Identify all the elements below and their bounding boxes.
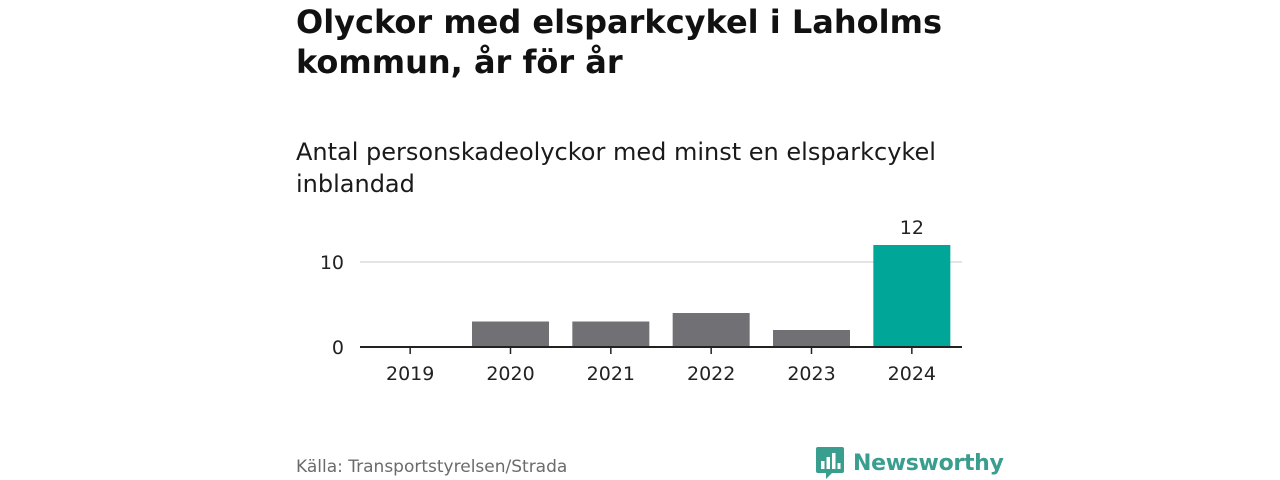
bar-2021: [572, 321, 650, 347]
x-tick-label-2021: 2021: [587, 363, 635, 385]
data-label-2024: 12: [900, 217, 924, 239]
newsworthy-logo-icon: [816, 447, 844, 479]
source-note: Källa: Transportstyrelsen/Strada: [296, 457, 568, 477]
x-tick-label-2023: 2023: [787, 363, 835, 385]
bar-2023: [773, 330, 850, 347]
x-tick-label-2022: 2022: [687, 363, 735, 385]
bar-2024: [873, 245, 951, 347]
x-tick-label-2024: 2024: [888, 363, 936, 385]
chart-subtitle: Antal personskadeolyckor med minst en el…: [296, 138, 936, 198]
y-tick-label-10: 10: [320, 252, 344, 274]
chart-title: Olyckor med elsparkcykel i Laholms kommu…: [296, 3, 942, 81]
y-tick-label-0: 0: [332, 337, 344, 359]
bar-2022: [672, 313, 750, 347]
x-tick-label-2019: 2019: [386, 363, 434, 385]
brand-name: Newsworthy: [853, 450, 1004, 476]
bar-2020: [472, 321, 549, 347]
brand-logo: Newsworthy: [815, 445, 1004, 480]
x-tick-label-2020: 2020: [486, 363, 534, 385]
